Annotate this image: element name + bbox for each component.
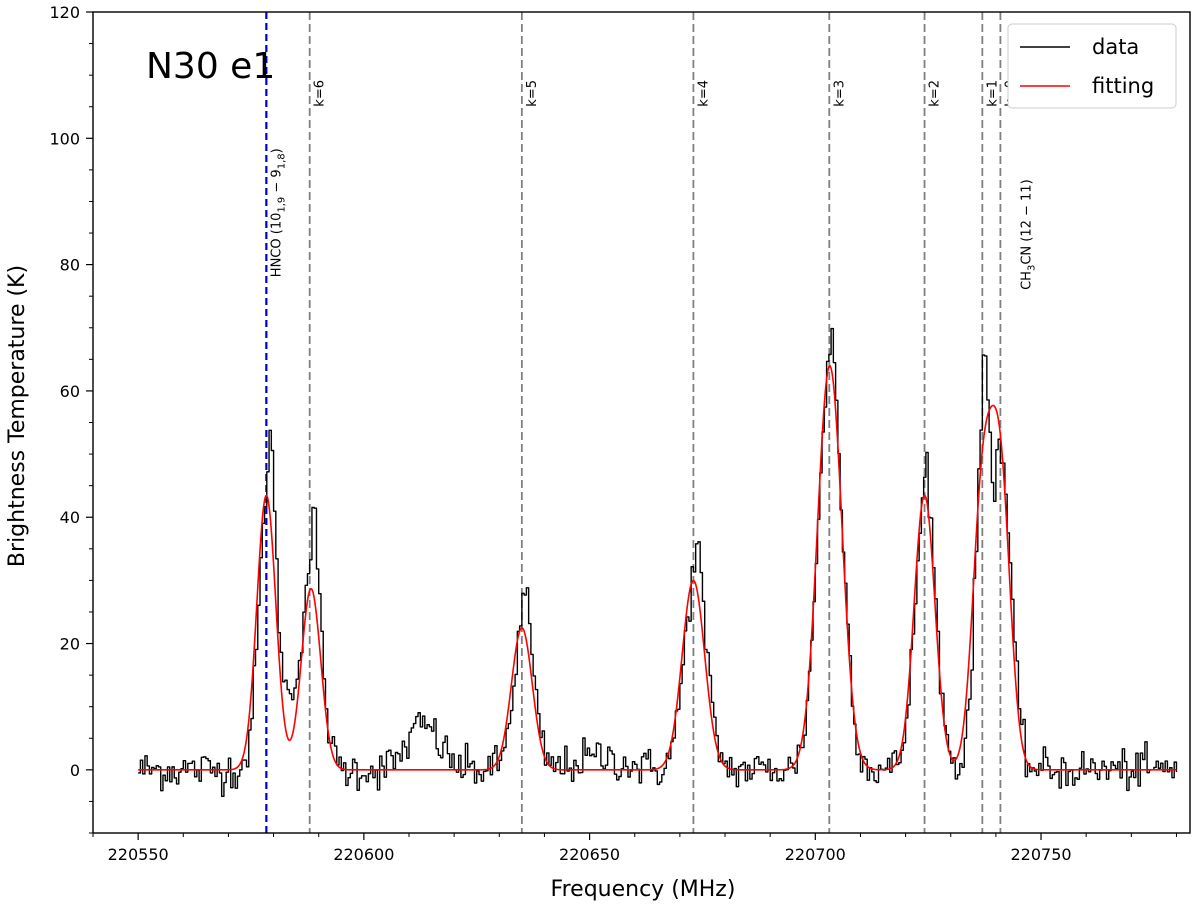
annotation-label-8: CH3CN (12 − 11) [1019, 179, 1037, 290]
annotation-label-6: k=1 [985, 80, 1000, 107]
y-tick-label: 20 [60, 635, 80, 654]
y-tick-label: 80 [60, 256, 80, 275]
x-tick-label: 220550 [108, 845, 169, 864]
annotation-label-2: k=5 [525, 80, 540, 107]
y-tick-label: 60 [60, 382, 80, 401]
x-axis-title: Frequency (MHz) [551, 877, 736, 902]
x-tick-label: 220700 [785, 845, 846, 864]
y-tick-label: 100 [49, 129, 80, 148]
y-tick-label: 0 [70, 761, 80, 780]
y-axis-title: Brightness Temperature (K) [5, 265, 30, 567]
x-tick-label: 220750 [1010, 845, 1071, 864]
annotation-label-5: k=2 [928, 80, 943, 107]
panel-label: N30 e1 [146, 46, 275, 87]
series-layer [138, 327, 1178, 798]
legend-label-data: data [1092, 35, 1139, 59]
axes: 220550 220600 220650 220700 220750 0 20 40 60 80 1… [49, 3, 1191, 864]
series-line-fitting [138, 364, 1177, 771]
y-tick-label: 40 [60, 508, 80, 527]
x-tick-label: 220600 [333, 845, 394, 864]
annotation-label-1: k=6 [313, 80, 328, 107]
legend: data fitting [1007, 23, 1177, 109]
legend-box [1007, 23, 1177, 109]
annotation-labels: HNCO (101,9 − 91,8)k=6k=5k=4k=3k=2k=1k=0… [269, 80, 1037, 290]
annotation-label-0: HNCO (101,9 − 91,8) [269, 148, 287, 277]
annotation-label-3: k=4 [696, 80, 711, 107]
x-tick-label: 220650 [559, 845, 620, 864]
legend-label-fitting: fitting [1092, 74, 1154, 98]
annotation-label-4: k=3 [832, 80, 847, 107]
y-tick-label: 120 [49, 3, 80, 22]
series-line-data [138, 327, 1178, 798]
annotation-lines [265, 12, 1002, 833]
